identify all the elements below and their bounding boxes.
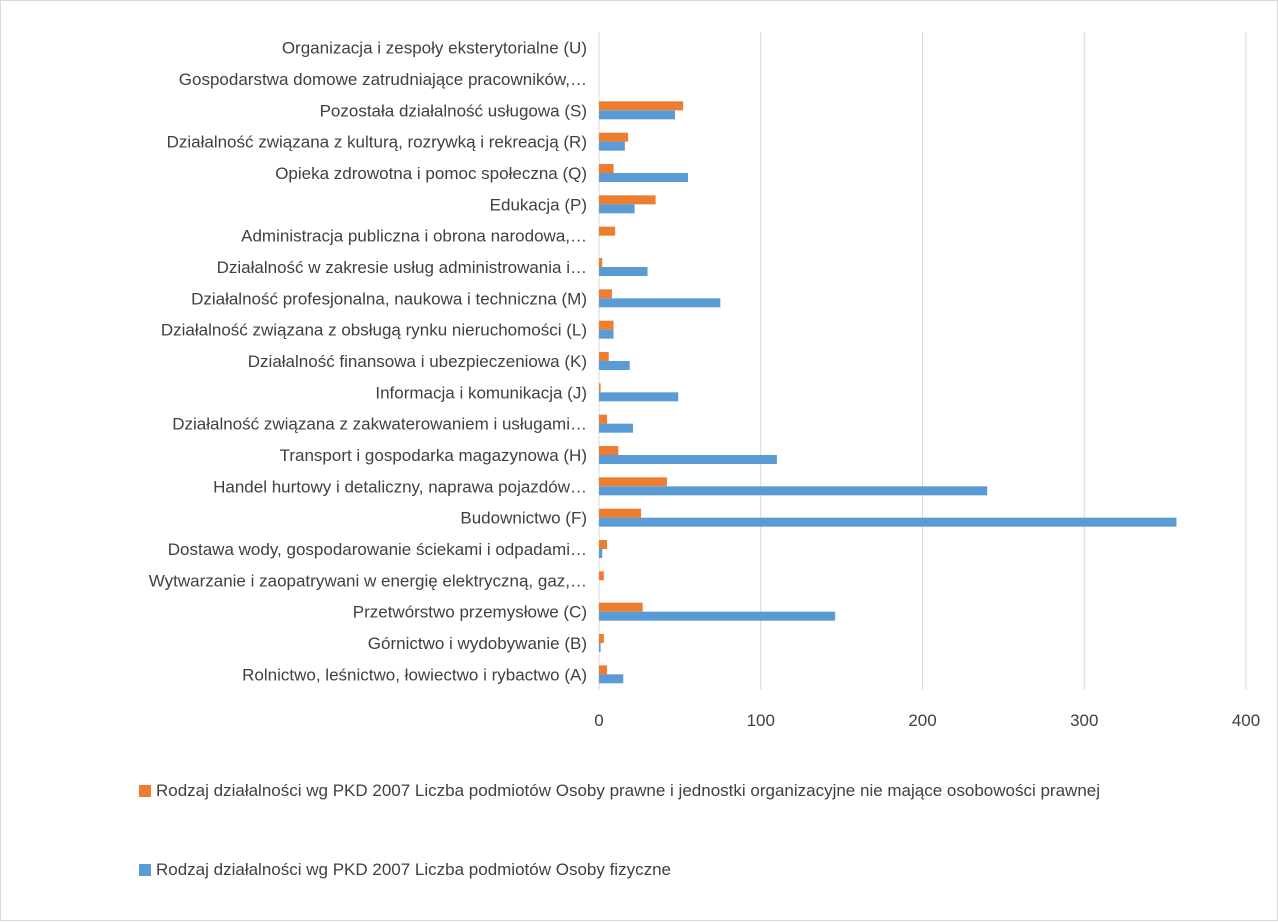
bar-natural-persons (599, 674, 624, 684)
bar-natural-persons (599, 392, 679, 402)
category-label: Gospodarstwa domowe zatrudniające pracow… (179, 70, 587, 89)
bar-natural-persons (599, 298, 721, 308)
bar-legal-entities (599, 352, 609, 361)
bar-legal-entities (599, 508, 642, 518)
bar-legal-entities (599, 414, 608, 424)
bar-natural-persons (599, 329, 614, 339)
gridlines (598, 32, 1247, 690)
category-label: Organizacja i zespoły eksterytorialne (U… (282, 39, 587, 58)
bar-natural-persons (599, 455, 777, 464)
bar-natural-persons (599, 110, 676, 120)
bar-legal-entities (599, 540, 608, 549)
legend-label-natural-persons: Rodzaj działalności wg PKD 2007 Liczba p… (156, 860, 671, 879)
category-label: Działalność związana z kulturą, rozrywką… (167, 133, 587, 152)
x-tick-label-400: 400 (1232, 711, 1260, 730)
category-label: Rolnictwo, leśnictwo, łowiectwo i rybact… (242, 665, 587, 684)
legend-item-natural-persons: Rodzaj działalności wg PKD 2007 Liczba p… (139, 857, 1199, 883)
bar-natural-persons (599, 173, 688, 182)
category-label: Górnictwo i wydobywanie (B) (368, 634, 587, 653)
category-label: Opieka zdrowotna i pomoc społeczna (Q) (275, 164, 587, 183)
bar-legal-entities (599, 602, 643, 612)
bar-legal-entities (599, 571, 604, 581)
category-label: Dostawa wody, gospodarowanie ściekami i … (168, 540, 587, 559)
bar-legal-entities (599, 101, 684, 111)
bar-legal-entities (599, 477, 667, 487)
category-label: Handel hurtowy i detaliczny, naprawa poj… (213, 477, 587, 496)
category-label: Wytwarzanie i zaopatrywani w energię ele… (149, 571, 587, 590)
bar-legal-entities (599, 320, 614, 330)
category-label: Działalność w zakresie usług administrow… (217, 258, 587, 277)
bar-natural-persons (599, 643, 601, 652)
legend-swatch-orange (139, 785, 151, 797)
category-label: Informacja i komunikacja (J) (375, 383, 587, 402)
bar-legal-entities (599, 634, 604, 643)
bar-legal-entities (599, 226, 616, 236)
bar-legal-entities (599, 132, 629, 142)
bar-natural-persons (599, 517, 1177, 527)
bar-natural-persons (599, 361, 630, 370)
bar-natural-persons (599, 267, 648, 276)
bar-natural-persons (599, 204, 635, 214)
category-label: Działalność związana z obsługą rynku nie… (161, 321, 587, 340)
category-label: Budownictwo (F) (460, 509, 587, 528)
bar-legal-entities (599, 258, 603, 267)
bar-natural-persons (599, 141, 625, 151)
bar-natural-persons (599, 423, 633, 433)
category-label: Działalność finansowa i ubezpieczeniowa … (248, 352, 587, 371)
x-tick-label-100: 100 (747, 711, 775, 730)
category-label: Administracja publiczna i obrona narodow… (241, 227, 587, 246)
category-label: Transport i gospodarka magazynowa (H) (280, 446, 587, 465)
x-tick-label-300: 300 (1070, 711, 1098, 730)
legend-label-legal-entities: Rodzaj działalności wg PKD 2007 Liczba p… (156, 781, 1101, 800)
bar-natural-persons (599, 611, 836, 621)
bar-natural-persons (599, 549, 603, 558)
legend-item-legal-entities: Rodzaj działalności wg PKD 2007 Liczba p… (139, 778, 1199, 804)
bar-legal-entities (599, 164, 614, 173)
bars (599, 101, 1177, 684)
bar-legal-entities (599, 446, 619, 455)
bar-legal-entities (599, 195, 656, 205)
category-label: Działalność związana z zakwaterowaniem i… (172, 415, 587, 434)
bar-legal-entities (599, 665, 608, 675)
x-axis-ticks: 0 100 200 300 400 (594, 711, 1260, 730)
bar-legal-entities (599, 383, 601, 393)
x-tick-label-200: 200 (908, 711, 936, 730)
category-label: Działalność profesjonalna, naukowa i tec… (191, 289, 587, 308)
x-tick-label-0: 0 (594, 711, 603, 730)
bar-natural-persons (599, 486, 988, 496)
category-labels: Organizacja i zespoły eksterytorialne (U… (149, 39, 587, 685)
legend-swatch-blue (139, 864, 151, 876)
category-label: Edukacja (P) (490, 195, 587, 214)
category-label: Przetwórstwo przemysłowe (C) (353, 603, 587, 622)
category-label: Pozostała działalność usługowa (S) (320, 101, 587, 120)
bar-legal-entities (599, 289, 612, 299)
